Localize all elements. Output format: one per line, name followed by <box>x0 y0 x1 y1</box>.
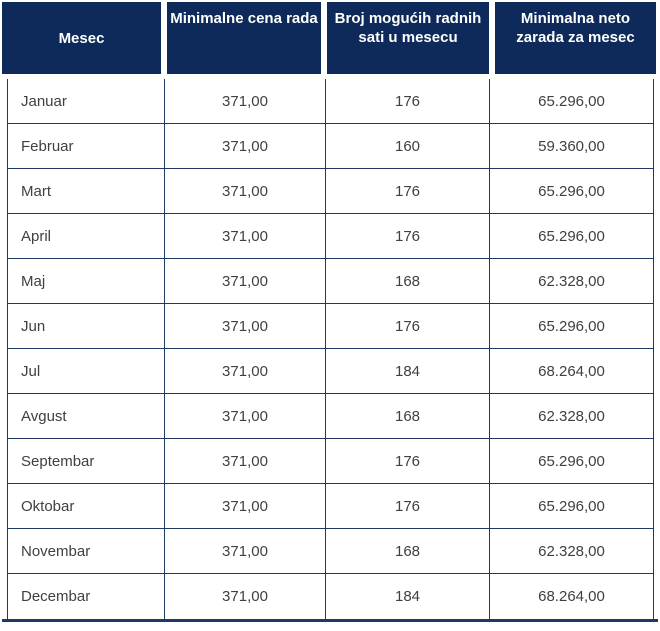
cell-month: Februar <box>8 124 165 168</box>
cell-month: Mart <box>8 169 165 213</box>
table-bottom-border <box>2 619 658 622</box>
cell-month: Novembar <box>8 529 165 573</box>
table-row: Novembar 371,00 168 62.328,00 <box>8 529 654 574</box>
cell-net-salary: 62.328,00 <box>490 529 654 573</box>
cell-hours: 168 <box>326 259 490 303</box>
cell-min-rate: 371,00 <box>165 349 326 393</box>
cell-net-salary: 59.360,00 <box>490 124 654 168</box>
cell-net-salary: 62.328,00 <box>490 394 654 438</box>
cell-hours: 176 <box>326 304 490 348</box>
cell-hours: 176 <box>326 484 490 528</box>
cell-min-rate: 371,00 <box>165 439 326 483</box>
cell-net-salary: 65.296,00 <box>490 169 654 213</box>
table-row: Jun 371,00 176 65.296,00 <box>8 304 654 349</box>
table-row: Maj 371,00 168 62.328,00 <box>8 259 654 304</box>
header-label: Minimalne cena rada <box>170 10 318 27</box>
header-cell-mesec: Mesec <box>2 2 161 74</box>
cell-month: April <box>8 214 165 258</box>
cell-month: Septembar <box>8 439 165 483</box>
header-label: Minimalna neto zarada za mesec <box>516 10 635 46</box>
table-row: April 371,00 176 65.296,00 <box>8 214 654 259</box>
table-row: Decembar 371,00 184 68.264,00 <box>8 574 654 619</box>
cell-net-salary: 65.296,00 <box>490 304 654 348</box>
table-row: Jul 371,00 184 68.264,00 <box>8 349 654 394</box>
cell-min-rate: 371,00 <box>165 574 326 619</box>
cell-net-salary: 65.296,00 <box>490 214 654 258</box>
header-cell-minimalna-neto-zarada: Minimalna neto zarada za mesec <box>495 2 656 74</box>
table-row: Avgust 371,00 168 62.328,00 <box>8 394 654 439</box>
cell-hours: 184 <box>326 349 490 393</box>
cell-net-salary: 65.296,00 <box>490 79 654 123</box>
table-row: Septembar 371,00 176 65.296,00 <box>8 439 654 484</box>
cell-hours: 176 <box>326 214 490 258</box>
cell-min-rate: 371,00 <box>165 484 326 528</box>
cell-min-rate: 371,00 <box>165 79 326 123</box>
cell-hours: 184 <box>326 574 490 619</box>
cell-month: Jun <box>8 304 165 348</box>
table-row: Februar 371,00 160 59.360,00 <box>8 124 654 169</box>
cell-min-rate: 371,00 <box>165 304 326 348</box>
cell-net-salary: 68.264,00 <box>490 349 654 393</box>
header-label: Broj mogućih radnih sati u mesecu <box>334 10 482 46</box>
cell-min-rate: 371,00 <box>165 259 326 303</box>
cell-min-rate: 371,00 <box>165 394 326 438</box>
cell-month: Maj <box>8 259 165 303</box>
cell-min-rate: 371,00 <box>165 124 326 168</box>
header-cell-broj-radnih-sati: Broj mogućih radnih sati u mesecu <box>327 2 489 74</box>
cell-hours: 176 <box>326 439 490 483</box>
header-label: Mesec <box>58 29 105 47</box>
cell-net-salary: 62.328,00 <box>490 259 654 303</box>
cell-month: Decembar <box>8 574 165 619</box>
cell-month: Avgust <box>8 394 165 438</box>
cell-hours: 160 <box>326 124 490 168</box>
cell-net-salary: 68.264,00 <box>490 574 654 619</box>
header-cell-minimalna-cena-rada: Minimalne cena rada <box>167 2 321 74</box>
table-body: Januar 371,00 176 65.296,00 Februar 371,00 160… <box>7 79 654 619</box>
cell-min-rate: 371,00 <box>165 529 326 573</box>
cell-month: Januar <box>8 79 165 123</box>
cell-month: Jul <box>8 349 165 393</box>
table-row: Mart 371,00 176 65.296,00 <box>8 169 654 214</box>
table-row: Januar 371,00 176 65.296,00 <box>8 79 654 124</box>
cell-hours: 168 <box>326 394 490 438</box>
cell-hours: 168 <box>326 529 490 573</box>
cell-min-rate: 371,00 <box>165 169 326 213</box>
table-row: Oktobar 371,00 176 65.296,00 <box>8 484 654 529</box>
table-header-row: Mesec Minimalne cena rada Broj mogućih r… <box>2 2 656 74</box>
cell-net-salary: 65.296,00 <box>490 484 654 528</box>
cell-month: Oktobar <box>8 484 165 528</box>
cell-min-rate: 371,00 <box>165 214 326 258</box>
cell-hours: 176 <box>326 79 490 123</box>
cell-hours: 176 <box>326 169 490 213</box>
cell-net-salary: 65.296,00 <box>490 439 654 483</box>
